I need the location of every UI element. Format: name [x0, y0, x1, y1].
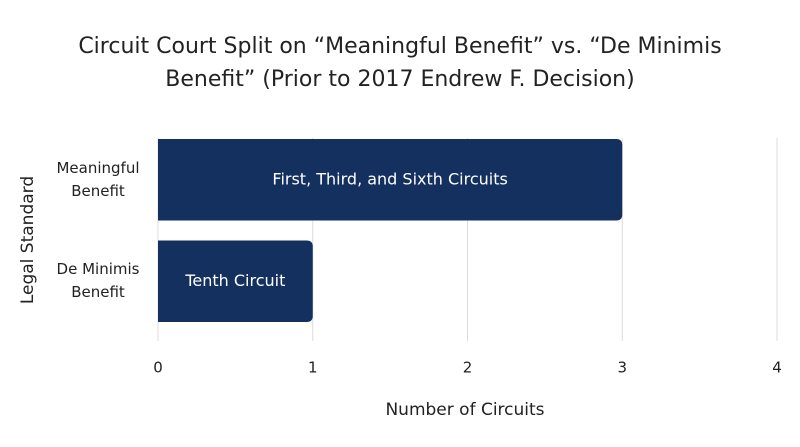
bar-label: Tenth Circuit — [184, 271, 285, 290]
x-tick-label: 4 — [772, 359, 782, 377]
y-tick-label: Meaningful Benefit — [56, 158, 140, 200]
y-axis-label: Legal Standard — [18, 176, 38, 304]
x-tick-label: 3 — [617, 359, 627, 377]
x-tick-label: 1 — [308, 359, 318, 377]
bar — [158, 139, 623, 221]
x-tick-label: 0 — [153, 359, 163, 377]
y-tick-label: De Minimis Benefit — [56, 260, 140, 302]
chart-title: Circuit Court Split on “Meaningful Benef… — [78, 34, 722, 92]
x-axis-label: Number of Circuits — [385, 400, 544, 420]
bar-label: First, Third, and Sixth Circuits — [272, 169, 507, 188]
x-tick-label: 2 — [463, 359, 473, 377]
bar — [158, 240, 313, 322]
